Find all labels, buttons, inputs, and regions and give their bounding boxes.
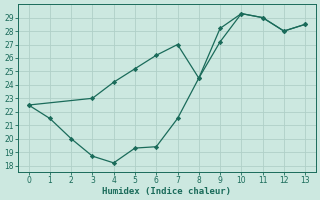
X-axis label: Humidex (Indice chaleur): Humidex (Indice chaleur) [102, 187, 231, 196]
